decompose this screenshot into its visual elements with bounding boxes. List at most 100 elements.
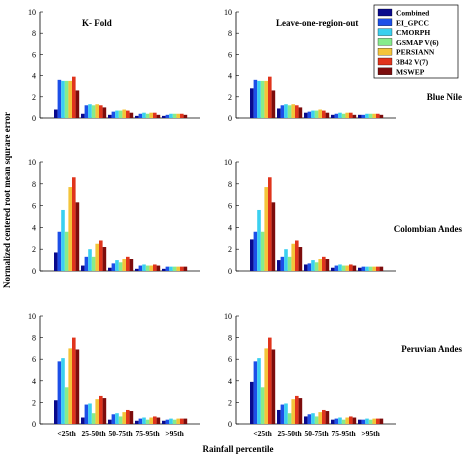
y-tick-label: 2 xyxy=(32,398,36,407)
row-label-peruvian-andes: Peruvian Andes xyxy=(401,344,462,354)
bar xyxy=(358,419,362,424)
bar xyxy=(95,104,99,118)
bar xyxy=(102,247,107,271)
bar xyxy=(311,110,315,118)
bar xyxy=(287,256,292,271)
y-tick-label: 6 xyxy=(32,355,36,364)
bar xyxy=(84,404,89,424)
y-tick-label: 0 xyxy=(228,114,232,123)
x-tick-label: 25-50th xyxy=(278,429,303,438)
bar xyxy=(284,249,288,271)
bar xyxy=(111,414,116,424)
bar xyxy=(291,399,295,424)
bar xyxy=(376,113,380,118)
bar xyxy=(165,419,170,424)
legend-label: GSMAP V(6) xyxy=(396,38,439,47)
y-axis-label: Normalized centered root mean squrare er… xyxy=(2,112,12,288)
bar xyxy=(156,114,161,118)
bar xyxy=(165,266,170,271)
bar xyxy=(264,80,268,118)
bar xyxy=(253,231,258,271)
bar xyxy=(277,108,281,118)
y-tick-label: 8 xyxy=(228,29,232,38)
bar xyxy=(277,260,281,271)
bar xyxy=(331,114,335,118)
y-tick-label: 0 xyxy=(228,420,232,429)
bar xyxy=(365,266,369,271)
bar xyxy=(162,420,166,424)
bar xyxy=(352,417,357,424)
bar-panel: 0 2 4 6 8 10 xyxy=(28,8,200,123)
bar xyxy=(291,243,295,271)
row-label-blue-nile: Blue Nile xyxy=(427,92,462,102)
bar xyxy=(325,112,330,118)
legend-label: CMORPH xyxy=(396,28,430,37)
bar xyxy=(156,265,161,271)
x-tick-label: <25th xyxy=(57,429,76,438)
bar-panel: 0 2 4 6 8 10 <25th 25-50th 50-75th 75-95th >95th xyxy=(224,312,396,438)
bar xyxy=(311,260,315,271)
y-tick-label: 10 xyxy=(224,158,232,167)
y-tick-label: 4 xyxy=(228,223,232,232)
bar xyxy=(99,395,103,424)
bar xyxy=(368,266,373,271)
panel-title-kfold: K- Fold xyxy=(82,18,112,28)
bar xyxy=(325,411,330,424)
row-label-colombian-andes: Colombian Andes xyxy=(394,224,463,234)
bar xyxy=(75,202,80,271)
y-tick-label: 10 xyxy=(224,312,232,321)
bar xyxy=(250,88,254,118)
y-tick-label: 10 xyxy=(224,8,232,17)
bar xyxy=(99,240,103,271)
bar xyxy=(311,413,315,424)
bar-panel: 0 2 4 6 8 10 xyxy=(224,158,396,276)
bar xyxy=(298,247,303,271)
bar xyxy=(260,387,265,424)
legend-swatch xyxy=(377,18,393,26)
bar xyxy=(257,80,261,118)
bar xyxy=(138,418,143,424)
bar xyxy=(142,417,146,424)
bar xyxy=(341,265,346,271)
bar xyxy=(122,259,126,271)
bar xyxy=(102,398,107,424)
bar xyxy=(122,412,126,424)
bar xyxy=(334,265,339,271)
bar xyxy=(304,264,308,271)
bar xyxy=(81,417,85,424)
bar xyxy=(352,114,357,118)
bar xyxy=(153,416,157,424)
y-tick-label: 0 xyxy=(32,114,36,123)
bar xyxy=(54,252,58,271)
bar xyxy=(183,266,188,271)
bar xyxy=(88,249,92,271)
bar xyxy=(372,266,376,271)
bar xyxy=(145,419,150,424)
y-tick-label: 8 xyxy=(32,29,36,38)
bar xyxy=(358,267,362,271)
bar xyxy=(180,418,184,424)
y-tick-label: 8 xyxy=(32,334,36,343)
bar xyxy=(284,403,288,424)
x-tick-label: <25th xyxy=(253,429,272,438)
legend-swatch xyxy=(377,38,393,46)
bar xyxy=(341,419,346,424)
bar xyxy=(57,231,62,271)
bar xyxy=(334,113,339,118)
bar xyxy=(361,266,366,271)
bar xyxy=(118,110,123,118)
bar xyxy=(126,256,130,271)
x-tick-label: >95th xyxy=(361,429,380,438)
bar xyxy=(72,337,76,424)
bar xyxy=(268,177,272,271)
bar xyxy=(314,110,319,118)
bar xyxy=(75,90,80,118)
bar xyxy=(57,79,62,118)
bar xyxy=(379,114,384,118)
bar xyxy=(361,419,366,424)
bar xyxy=(135,268,139,271)
bar-panel: 0 2 4 6 8 10 xyxy=(224,8,396,123)
legend-label: EI_GPCC xyxy=(396,18,429,27)
